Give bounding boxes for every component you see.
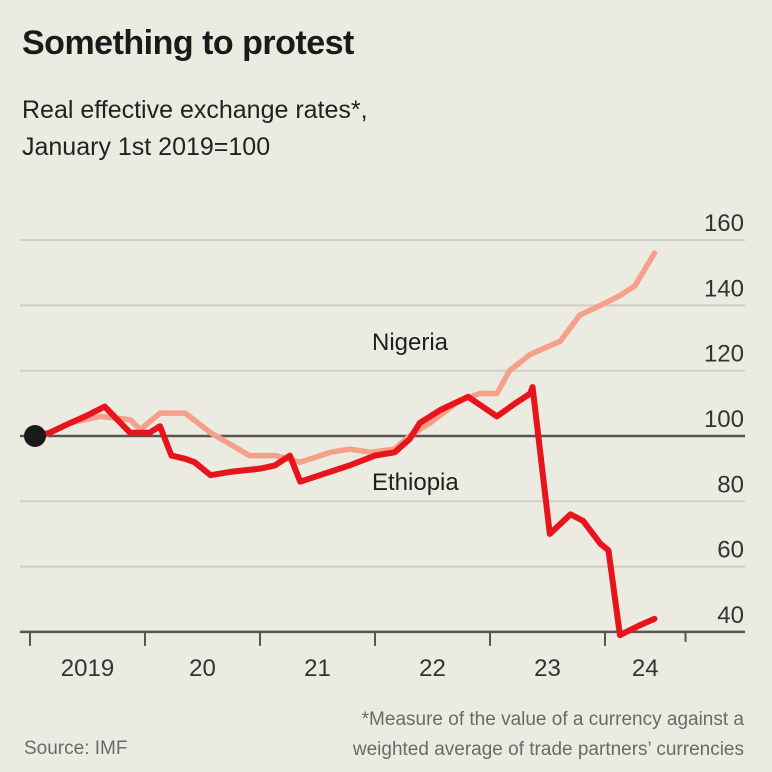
x-tick-label-2024: 24: [632, 655, 659, 682]
x-tick-label-2023: 23: [534, 655, 561, 682]
source-note: Source: IMF: [24, 738, 128, 759]
series-line-nigeria: [27, 384, 658, 639]
footnote-line-1: *Measure of the value of a currency agai…: [361, 709, 744, 730]
footnote-line-2: weighted average of trade partners’ curr…: [352, 739, 744, 760]
y-tick-label-80: 80: [717, 471, 744, 498]
x-tick-label-2022: 22: [419, 655, 446, 682]
y-tick-label-60: 60: [717, 537, 744, 564]
x-tick-label-2020: 20: [189, 655, 216, 682]
x-tick-label-2021: 21: [304, 655, 331, 682]
y-tick-label-160: 160: [704, 210, 744, 237]
x-axis: 2019 20 21 22 23 24: [20, 630, 745, 682]
series-line-ethiopia: [27, 250, 658, 465]
gridlines: [20, 239, 745, 568]
start-marker: [24, 425, 46, 447]
y-tick-label-40: 40: [717, 602, 744, 629]
y-tick-label-140: 140: [704, 275, 744, 302]
footnote: *Measure of the value of a currency agai…: [353, 705, 744, 765]
y-tick-label-100: 100: [704, 406, 744, 433]
series-label-nigeria: Nigeria: [372, 329, 449, 356]
y-tick-label-120: 120: [704, 341, 744, 368]
subtitle-line-2: January 1st 2019=100: [22, 133, 271, 161]
chart-title: Something to protest: [22, 24, 354, 62]
series-label-ethiopia: Ethiopia: [372, 469, 459, 496]
y-axis-labels: 40 60 80 100 120 140 160: [704, 210, 744, 629]
chart-subtitle: Real effective exchange rates*, January …: [22, 92, 368, 166]
series-labels: Nigeria Ethiopia: [372, 329, 459, 496]
x-tick-label-2019: 2019: [61, 655, 114, 682]
series-lines: [24, 250, 658, 639]
subtitle-line-1: Real effective exchange rates*,: [22, 96, 368, 124]
